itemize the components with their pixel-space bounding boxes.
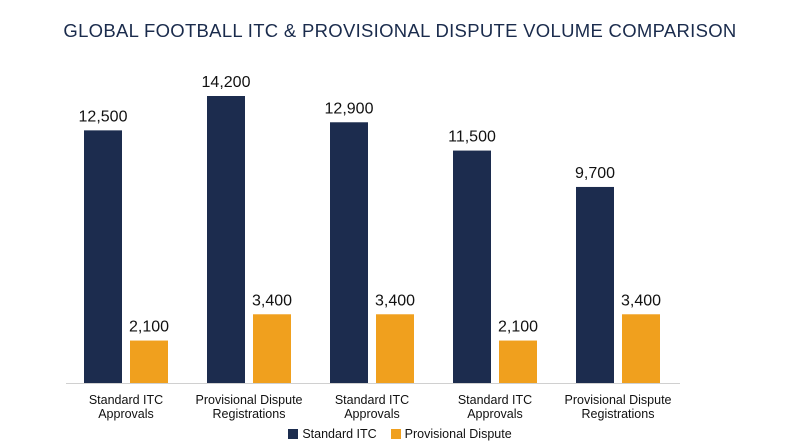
- x-tick-label-line: Approvals: [344, 407, 400, 421]
- legend-item-provisional-dispute: Provisional Dispute: [390, 427, 512, 441]
- x-tick-label-2: Standard ITC Approvals: [335, 393, 409, 421]
- data-label-standard-itc-0: 12,500: [79, 108, 128, 125]
- bar-provisional-dispute-2: [376, 314, 414, 383]
- bar-provisional-dispute-0: [130, 340, 168, 383]
- x-tick-label-line: Provisional Dispute: [565, 393, 672, 407]
- x-tick-label-line: Approvals: [467, 407, 523, 421]
- data-label-provisional-dispute-4: 3,400: [621, 292, 661, 309]
- data-label-standard-itc-3: 11,500: [448, 129, 496, 146]
- bar-standard-itc-1: [207, 96, 245, 383]
- x-tick-label-line: Standard ITC: [89, 393, 163, 407]
- x-tick-label-line: Standard ITC: [335, 393, 409, 407]
- bar-provisional-dispute-4: [622, 314, 660, 383]
- data-label-provisional-dispute-3: 2,100: [498, 319, 538, 336]
- x-tick-label-4: Provisional Dispute Registrations: [565, 393, 672, 421]
- x-tick-label-3: Standard ITC Approvals: [458, 393, 532, 421]
- data-label-provisional-dispute-1: 3,400: [252, 292, 292, 309]
- x-tick-label-line: Registrations: [582, 407, 655, 421]
- x-tick-label-1: Provisional Dispute Registrations: [196, 393, 303, 421]
- legend-label-provisional-dispute: Provisional Dispute: [404, 427, 512, 441]
- bar-standard-itc-3: [453, 150, 491, 383]
- data-label-standard-itc-4: 9,700: [575, 165, 615, 182]
- legend: Standard ITC Provisional Dispute: [0, 427, 800, 441]
- legend-swatch-provisional-dispute: [390, 429, 401, 439]
- bar-standard-itc-4: [576, 186, 614, 383]
- bar-provisional-dispute-3: [499, 340, 537, 383]
- bar-standard-itc-0: [84, 130, 122, 383]
- data-label-standard-itc-2: 12,900: [325, 100, 374, 117]
- x-tick-label-line: Provisional Dispute: [196, 393, 303, 407]
- data-label-provisional-dispute-2: 3,400: [375, 292, 415, 309]
- legend-swatch-standard-itc: [288, 429, 299, 439]
- legend-label-standard-itc: Standard ITC: [302, 427, 377, 441]
- x-tick-label-0: Standard ITC Approvals: [89, 393, 163, 421]
- x-tick-label-line: Registrations: [213, 407, 286, 421]
- bar-provisional-dispute-1: [253, 314, 291, 383]
- x-tick-label-line: Approvals: [98, 407, 154, 421]
- data-label-standard-itc-1: 14,200: [202, 74, 251, 91]
- chart-title: GLOBAL FOOTBALL ITC & PROVISIONAL DISPUT…: [63, 20, 737, 41]
- data-label-provisional-dispute-0: 2,100: [129, 319, 169, 336]
- legend-item-standard-itc: Standard ITC: [288, 427, 377, 441]
- x-tick-label-line: Standard ITC: [458, 393, 532, 407]
- bar-standard-itc-2: [330, 122, 368, 383]
